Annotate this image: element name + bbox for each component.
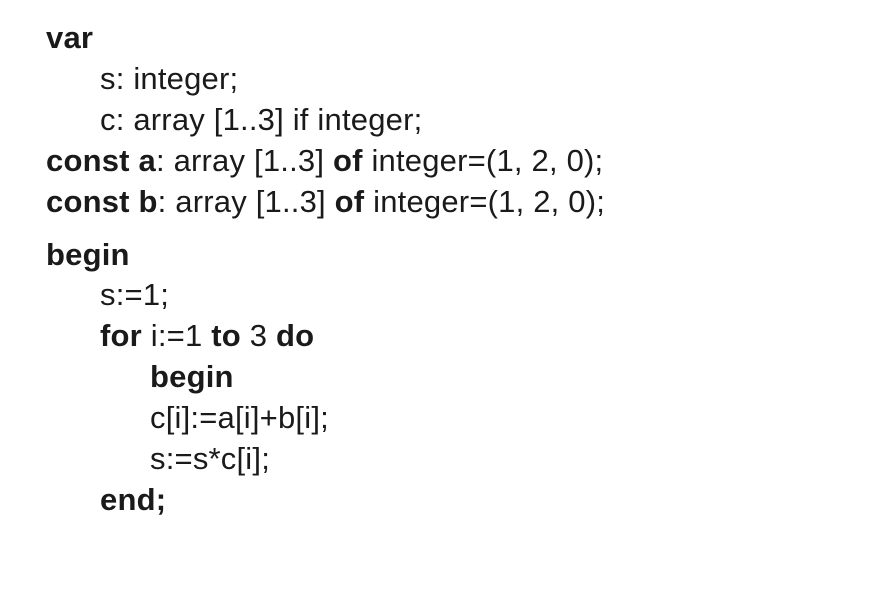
keyword: for <box>100 318 142 353</box>
code-line: begin <box>46 357 892 398</box>
keyword: const b <box>46 184 158 219</box>
keyword: of <box>335 184 365 219</box>
code-text: s: integer; <box>100 61 238 96</box>
code-text: integer=(1, 2, 0); <box>364 184 605 219</box>
code-line: c[i]:=a[i]+b[i]; <box>46 398 892 439</box>
keyword: begin <box>150 359 234 394</box>
code-text: : array [1..3] <box>158 184 335 219</box>
code-text: 3 <box>241 318 276 353</box>
keyword: const a <box>46 143 156 178</box>
keyword: end; <box>100 482 166 517</box>
code-text: : array [1..3] <box>156 143 333 178</box>
code-line: begin <box>46 235 892 276</box>
code-line: const b: array [1..3] of integer=(1, 2, … <box>46 182 892 223</box>
code-text: c: array [1..3] if integer; <box>100 102 422 137</box>
code-text: integer=(1, 2, 0); <box>363 143 604 178</box>
code-line: var <box>46 18 892 59</box>
keyword: to <box>211 318 241 353</box>
code-snippet: vars: integer; c: array [1..3] if integer… <box>0 0 892 606</box>
code-line: s: integer; <box>46 59 892 100</box>
keyword: of <box>333 143 363 178</box>
code-line: s:=1; <box>46 275 892 316</box>
code-line: for i:=1 to 3 do <box>46 316 892 357</box>
code-text: s:=1; <box>100 277 169 312</box>
code-line: const a: array [1..3] of integer=(1, 2, … <box>46 141 892 182</box>
code-line: c: array [1..3] if integer; <box>46 100 892 141</box>
keyword: var <box>46 20 93 55</box>
code-text: i:=1 <box>142 318 211 353</box>
keyword: do <box>276 318 314 353</box>
code-text: c[i]:=a[i]+b[i]; <box>150 400 329 435</box>
code-line: s:=s*c[i]; <box>46 439 892 480</box>
code-text: s:=s*c[i]; <box>150 441 270 476</box>
blank-line <box>46 223 892 235</box>
code-line: end; <box>46 480 892 521</box>
keyword: begin <box>46 237 130 272</box>
